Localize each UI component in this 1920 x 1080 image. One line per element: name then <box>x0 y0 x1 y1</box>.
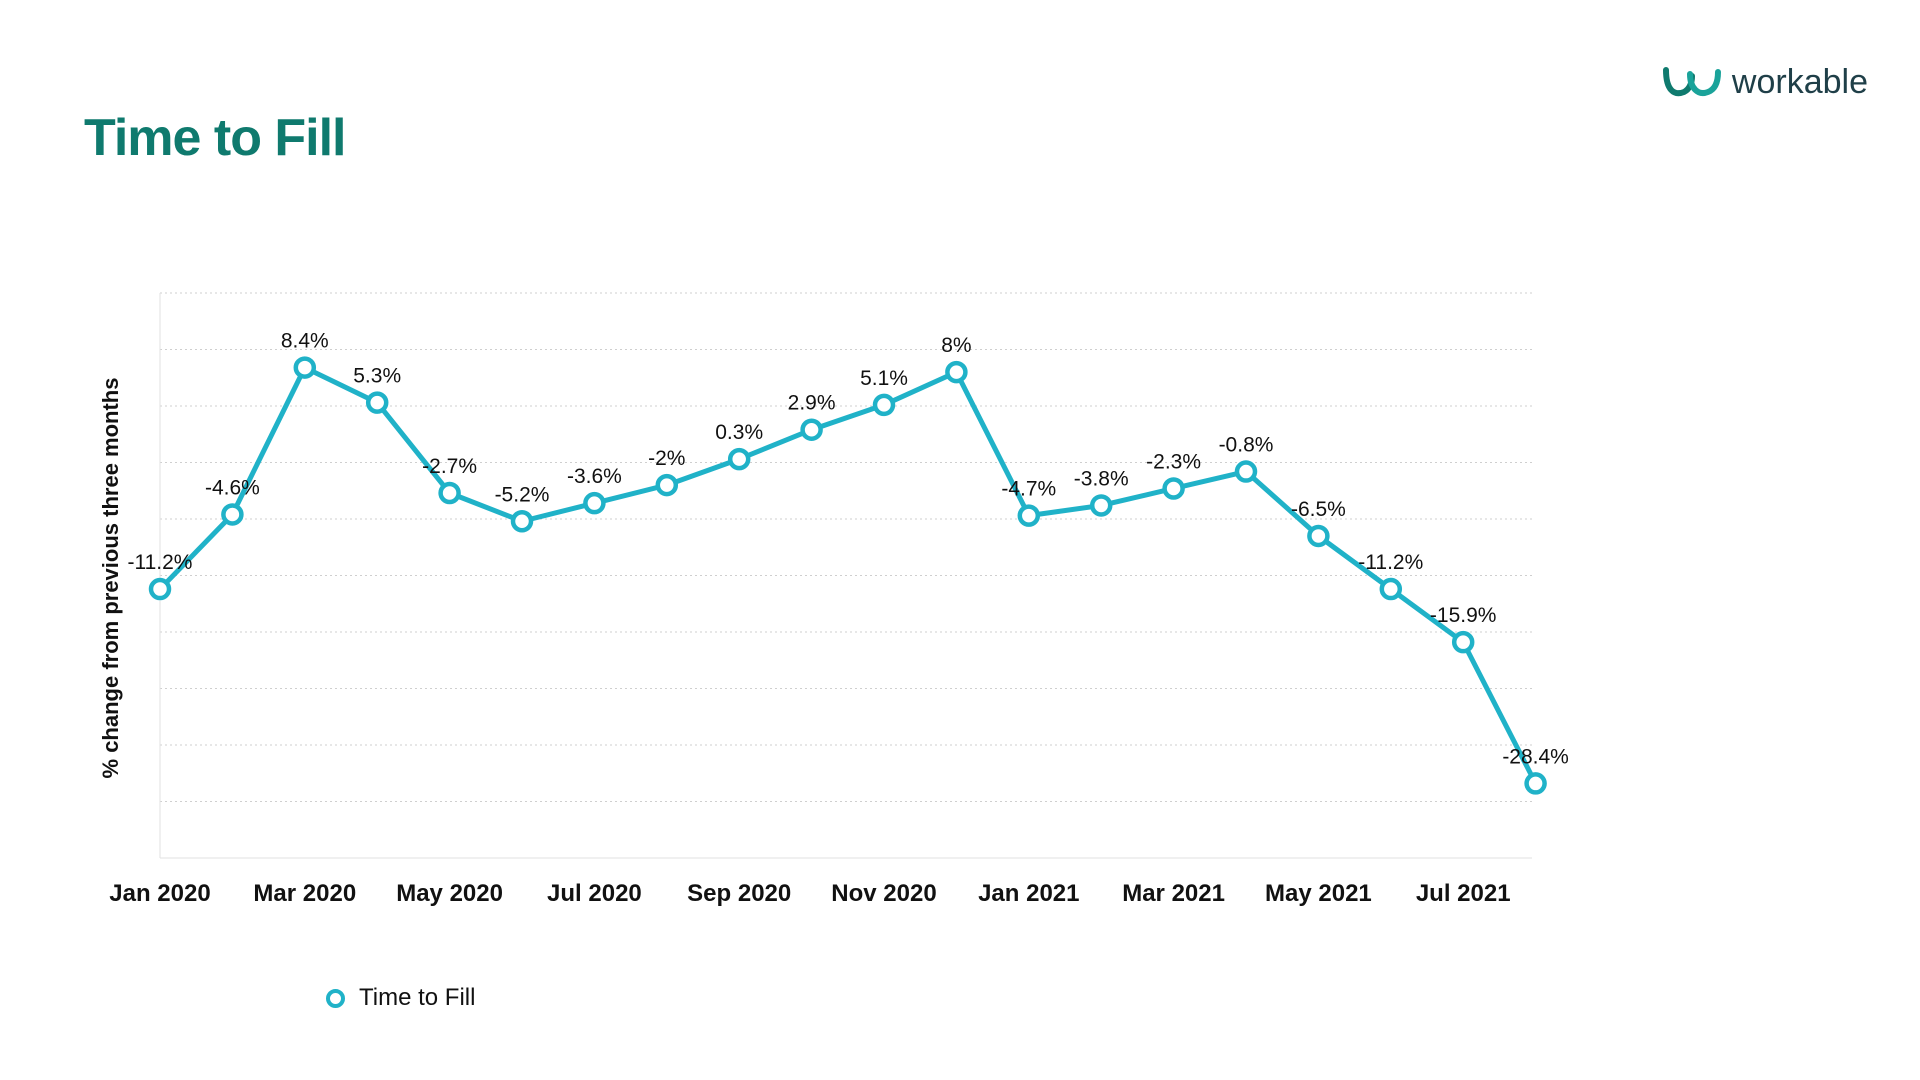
data-points <box>148 356 1547 795</box>
data-label: 2.9% <box>788 392 836 415</box>
data-point <box>1089 494 1113 517</box>
data-label: -0.8% <box>1219 434 1274 457</box>
data-point <box>148 577 172 601</box>
data-label: 5.1% <box>860 367 908 390</box>
data-point <box>1162 477 1185 500</box>
chart-grid <box>159 292 1532 859</box>
data-point <box>1017 504 1041 527</box>
x-tick-label: Jan 2020 <box>109 880 210 907</box>
data-label: -11.2% <box>1358 551 1423 574</box>
logo-text: workable <box>1731 62 1868 101</box>
data-point <box>293 356 317 379</box>
data-label: -5.2% <box>495 483 550 506</box>
data-point <box>1379 577 1403 601</box>
series-line-time-to-fill <box>158 365 1538 785</box>
legend: Time to Fill <box>326 984 475 1012</box>
data-label: -3.6% <box>567 465 622 488</box>
data-labels: -11.2% -4.6% 8.4% 5.3% -2.7% -5.2% -3.6% -2% 0.3… <box>128 330 1569 769</box>
x-tick-label: Mar 2020 <box>253 880 356 907</box>
data-label: -4.7% <box>1001 478 1056 501</box>
data-label: -3.8% <box>1074 467 1129 490</box>
x-tick-label: Jan 2021 <box>978 880 1079 907</box>
data-point <box>365 391 389 414</box>
x-tick-label: Nov 2020 <box>831 880 936 907</box>
x-tick-label: May 2020 <box>396 880 503 907</box>
x-tick-label: Sep 2020 <box>687 880 791 907</box>
data-point <box>1524 772 1547 795</box>
data-point <box>872 393 896 417</box>
data-label: 8.4% <box>281 330 329 353</box>
data-label: -4.6% <box>205 476 260 499</box>
data-point <box>510 510 534 533</box>
x-tick-label: Mar 2021 <box>1122 880 1225 907</box>
x-tick-label: May 2021 <box>1265 880 1372 907</box>
data-label: -2.3% <box>1146 450 1201 473</box>
data-label: 0.3% <box>715 421 763 444</box>
data-label: -28.4% <box>1502 745 1569 768</box>
data-point <box>727 447 751 471</box>
x-tick-label: Jul 2020 <box>547 880 642 907</box>
legend-label: Time to Fill <box>359 984 476 1011</box>
data-point <box>1307 524 1330 548</box>
data-label: -11.2% <box>128 551 193 574</box>
page-title: Time to Fill <box>84 109 347 167</box>
legend-marker-icon <box>326 988 345 1008</box>
x-tick-label: Jul 2021 <box>1416 880 1511 907</box>
data-point <box>221 503 244 526</box>
data-point <box>800 418 823 441</box>
data-label: -6.5% <box>1291 498 1346 521</box>
x-axis-ticks: Jan 2020 Mar 2020 May 2020 Jul 2020 Sep 2020… <box>109 880 1510 907</box>
data-point <box>1451 630 1475 654</box>
data-label: 5.3% <box>353 365 401 388</box>
data-point <box>1234 460 1258 483</box>
data-label: -15.9% <box>1430 604 1497 627</box>
workable-logo-icon <box>1662 67 1721 97</box>
workable-logo: workable <box>1660 62 1868 102</box>
y-axis-label: % change from previous three months <box>98 378 123 779</box>
data-point <box>583 491 606 515</box>
data-label: -2% <box>648 447 685 470</box>
data-point <box>655 473 679 497</box>
data-point <box>945 360 968 384</box>
data-label: 8% <box>941 334 971 357</box>
data-label: -2.7% <box>422 455 477 478</box>
data-point <box>438 481 461 505</box>
